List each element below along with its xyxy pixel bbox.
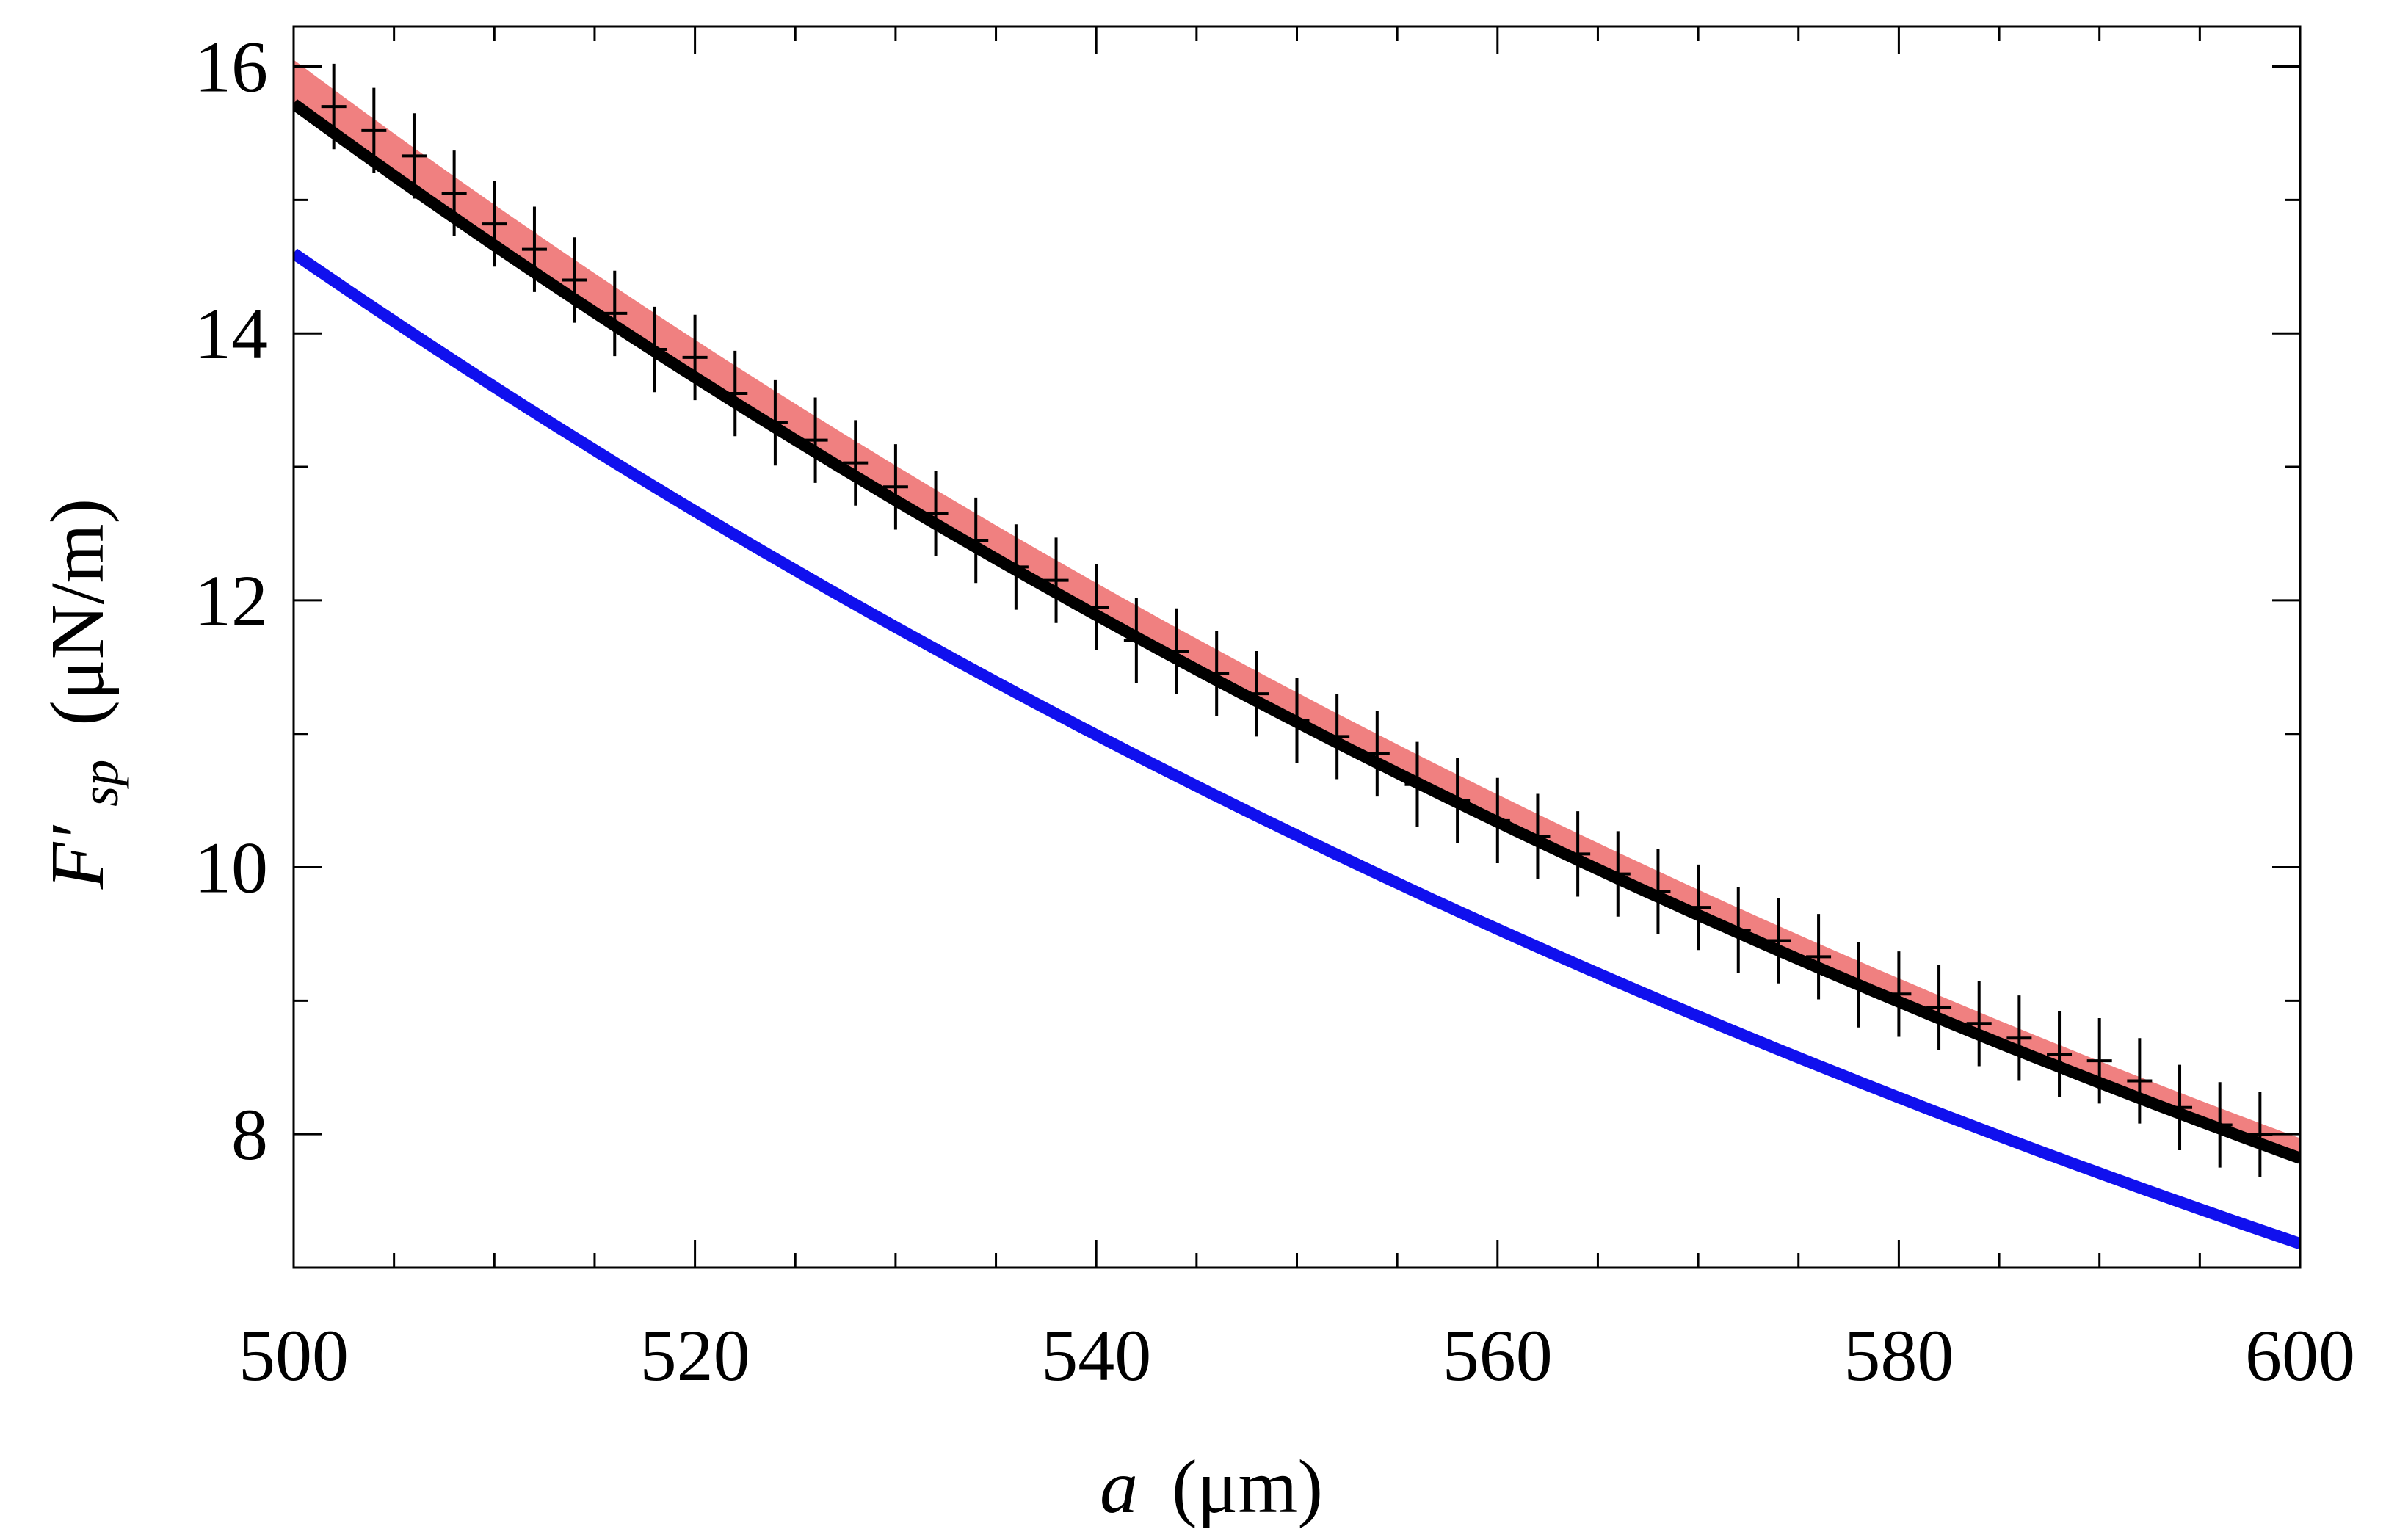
y-axis-symbol: F′ [35, 824, 120, 890]
y-axis-label: F′ sp (μN/m) [35, 498, 134, 890]
y-axis-unit: (μN/m) [35, 498, 120, 726]
y-tick-label: 14 [195, 293, 268, 374]
x-tick-label: 560 [1443, 1315, 1553, 1396]
axes: 500 520 540 560 580 600 8 10 12 14 16 [195, 25, 2355, 1396]
y-tick-label: 10 [195, 827, 268, 909]
x-tick-label: 540 [1041, 1315, 1151, 1396]
y-tick-label: 16 [195, 26, 268, 108]
y-axis-subscript: sp [70, 760, 129, 807]
x-tick-label: 520 [640, 1315, 750, 1396]
x-axis-unit: (μm) [1172, 1445, 1323, 1529]
x-axis-symbol: a [1100, 1445, 1138, 1529]
y-tick-label: 12 [195, 560, 268, 642]
blue-theory-line [294, 248, 2300, 1249]
plot-area [294, 59, 2300, 1249]
x-axis-label: a (μm) [1100, 1445, 1323, 1529]
x-tick-label: 600 [2245, 1315, 2355, 1396]
x-tick-label: 580 [1843, 1315, 1954, 1396]
y-tick-label: 8 [231, 1094, 268, 1175]
x-tick-label: 500 [239, 1315, 349, 1396]
